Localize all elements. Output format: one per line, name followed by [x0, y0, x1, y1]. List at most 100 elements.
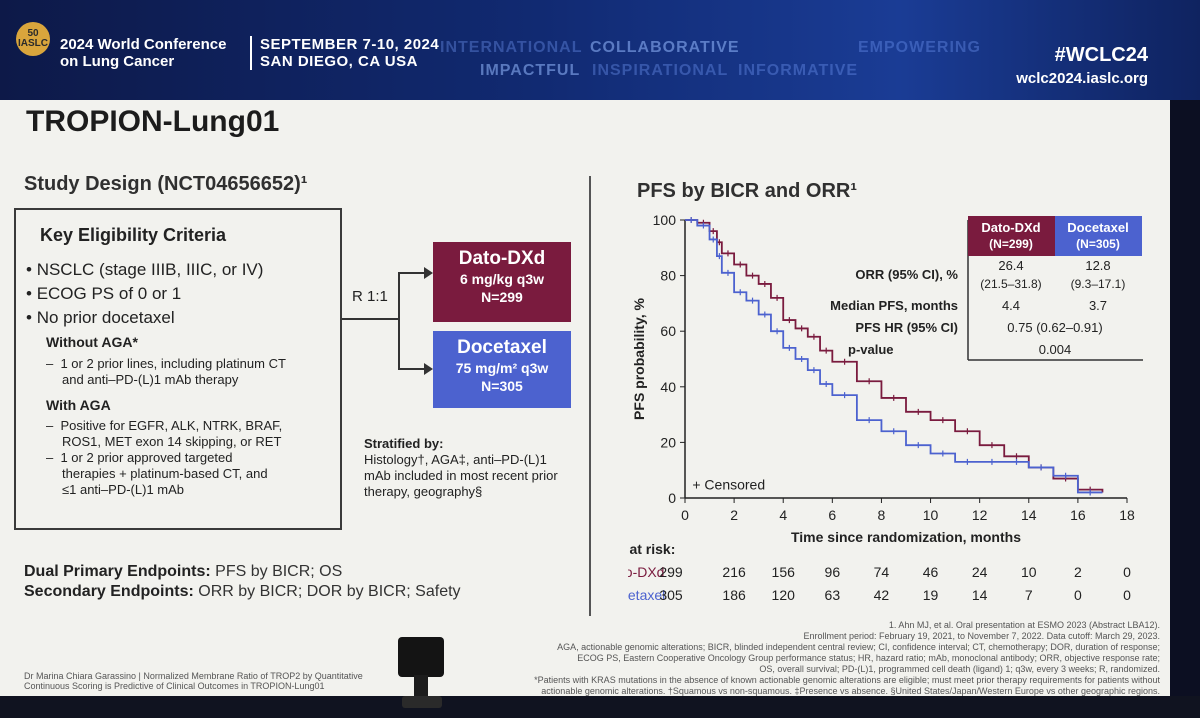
x-tick-label: 12	[972, 507, 988, 523]
table-col2-n: (N=305)	[1076, 237, 1120, 251]
x-tick-label: 14	[1021, 507, 1037, 523]
footnote: 1. Ahn MJ, et al. Oral presentation at E…	[888, 620, 1160, 630]
censor-mark	[737, 261, 744, 268]
screen-header	[0, 0, 1200, 100]
without-aga-heading: Without AGA*	[46, 334, 138, 350]
randomization-branch	[398, 272, 400, 370]
footnote: *Patients with KRAS mutations in the abs…	[534, 675, 1160, 685]
presenter-credit: Dr Marina Chiara Garassino | Normalized …	[24, 671, 363, 691]
arrow-head-icon	[424, 363, 433, 375]
x-tick-label: 2	[730, 507, 738, 523]
censor-mark	[716, 253, 723, 260]
censor-mark	[786, 344, 793, 351]
table-col1-n: (N=299)	[989, 237, 1033, 251]
censor-mark	[890, 428, 897, 435]
bg-word: EMPOWERING	[858, 39, 981, 56]
microphone-stand	[414, 675, 428, 700]
iaslc-logo: 50 IASLC	[16, 22, 50, 56]
arrow-to-dato	[398, 272, 426, 274]
censor-mark	[964, 428, 971, 435]
eligibility-heading: Key Eligibility Criteria	[40, 225, 227, 245]
censor-mark	[1038, 464, 1045, 471]
p-label: p-value	[848, 342, 894, 357]
censor-mark	[798, 356, 805, 362]
at-risk-value: 63	[825, 587, 841, 603]
hr-label: PFS HR (95% CI)	[855, 320, 958, 335]
censor-mark	[1013, 458, 1020, 465]
at-risk-heading: No. at risk:	[628, 541, 675, 557]
bullet-item: • NSCLC (stage IIIB, IIIC, or IV)	[26, 260, 264, 279]
arrow-head-icon	[424, 267, 433, 279]
secondary-endpoints: Secondary Endpoints: ORR by BICR; DOR by…	[24, 583, 461, 600]
y-tick-label: 60	[660, 323, 676, 339]
bg-word: INFORMATIVE	[738, 62, 859, 79]
censor-mark	[890, 394, 897, 401]
footnote: Enrollment period: February 19, 2021, to…	[803, 631, 1160, 641]
p-value: 0.004	[1039, 342, 1072, 357]
censor-mark	[798, 325, 805, 332]
censor-mark	[915, 408, 922, 415]
table-col1: Dato-DXd	[981, 220, 1040, 235]
censor-mark	[761, 280, 768, 287]
conference-date-location: SEPTEMBER 7-10, 2024 SAN DIEGO, CA USA	[250, 36, 439, 70]
at-risk-value: 19	[923, 587, 939, 603]
at-risk-value: 156	[772, 564, 796, 580]
bg-word: INTERNATIONAL	[440, 39, 583, 56]
at-risk-value: 74	[874, 564, 890, 580]
censor-mark	[749, 297, 756, 304]
endpoints: Dual Primary Endpoints: PFS by BICR; OS …	[24, 562, 461, 602]
arm-dato-dxd: Dato-DXd 6 mg/kg q3w N=299	[433, 242, 571, 322]
censor-mark	[749, 272, 756, 279]
x-axis-label: Time since randomization, months	[791, 529, 1021, 545]
bullet-item: • ECOG PS of 0 or 1	[26, 284, 182, 303]
eligibility-bullets: • NSCLC (stage IIIB, IIIC, or IV) • ECOG…	[26, 258, 263, 330]
x-tick-label: 16	[1070, 507, 1086, 523]
at-risk-value: 0	[1123, 564, 1131, 580]
bg-word: INSPIRATIONAL	[592, 62, 729, 79]
mpfs-label: Median PFS, months	[830, 298, 958, 313]
at-risk-value: 96	[825, 564, 841, 580]
x-tick-label: 0	[681, 507, 689, 523]
at-risk-value: 216	[722, 564, 746, 580]
y-axis-label: PFS probability, %	[631, 298, 647, 420]
y-tick-label: 80	[660, 268, 676, 284]
footnote: actionable genomic alterations. †Squamou…	[541, 686, 1160, 696]
censor-mark	[724, 269, 731, 276]
randomization-ratio: R 1:1	[352, 288, 388, 305]
orr-docetaxel-ci: (9.3–17.1)	[1071, 277, 1126, 291]
at-risk-value: 0	[1074, 587, 1082, 603]
x-tick-label: 18	[1119, 507, 1135, 523]
at-risk-value: 299	[659, 564, 683, 580]
y-tick-label: 20	[660, 434, 676, 450]
at-risk-value: 186	[722, 587, 746, 603]
without-aga-list: – 1 or 2 prior lines, including platinum…	[46, 356, 286, 387]
censor-mark	[823, 347, 830, 354]
orr-docetaxel: 12.8	[1085, 258, 1110, 273]
footnote: AGA, actionable genomic alterations; BIC…	[557, 642, 1160, 652]
censor-mark	[810, 367, 817, 374]
bullet-item: • No prior docetaxel	[26, 308, 175, 327]
pfs-title: PFS by BICR and ORR¹	[637, 180, 858, 202]
at-risk-value: 46	[923, 564, 939, 580]
chart-axes: 0 20 40 60 80 100 0 2 4 6 8 10 12 14 16 18 Time since ra…	[631, 212, 1135, 545]
footnote: ECOG PS, Eastern Cooperative Oncology Gr…	[577, 653, 1160, 663]
with-aga-list: – Positive for EGFR, ALK, NTRK, BRAF, RO…	[46, 418, 283, 497]
arm-docetaxel: Docetaxel 75 mg/m² q3w N=305	[433, 331, 571, 408]
at-risk-arm-label: Docetaxel	[628, 587, 665, 603]
section-divider	[589, 176, 591, 616]
conference-hashtag: #WCLC24	[1054, 44, 1148, 66]
microphone-icon	[398, 637, 444, 677]
orr-label: ORR (95% CI), %	[855, 267, 958, 282]
conference-website: wclc2024.iaslc.org	[1016, 70, 1148, 87]
at-risk-value: 2	[1074, 564, 1082, 580]
mpfs-docetaxel: 3.7	[1089, 298, 1107, 313]
censor-mark	[710, 236, 717, 243]
conference-location: SAN DIEGO, CA USA	[260, 53, 418, 70]
censor-mark	[688, 217, 695, 223]
censor-mark	[761, 311, 768, 318]
censor-mark	[786, 317, 793, 324]
orr-dato-ci: (21.5–31.8)	[980, 277, 1041, 291]
censor-mark	[737, 289, 744, 296]
table-col2: Docetaxel	[1067, 220, 1128, 235]
